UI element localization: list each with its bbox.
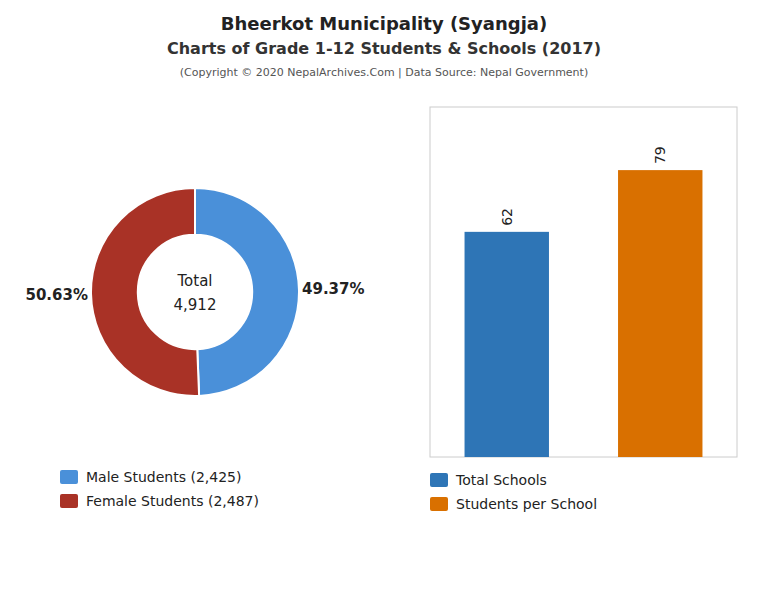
legend-swatch [430, 473, 448, 487]
figure: Bheerkot Municipality (Syangja) Charts of… [0, 0, 768, 597]
data-label: 79 [652, 146, 668, 164]
legend-label: Students per School [456, 496, 597, 512]
legend-label: Female Students (2,487) [86, 493, 259, 509]
title: Bheerkot Municipality (Syangja) [221, 13, 547, 34]
legend-label: Total Schools [455, 472, 547, 488]
center-value: 4,912 [174, 296, 217, 314]
legend-swatch [60, 470, 78, 484]
data-label: 50.63% [25, 286, 87, 304]
legend-swatch [430, 497, 448, 511]
center-label: Total [176, 272, 212, 290]
annotation: (Copyright © 2020 NepalArchives.Com | Da… [180, 66, 588, 79]
donut-slice [195, 188, 299, 396]
bar [465, 232, 549, 457]
plot-frame [430, 107, 737, 457]
donut [91, 188, 299, 396]
legend: Total Schools Students per School [430, 472, 597, 512]
subtitle: Charts of Grade 1-12 Students & Schools … [167, 39, 601, 58]
legend-swatch [60, 494, 78, 508]
data-label: 62 [499, 208, 515, 226]
bar [618, 170, 702, 457]
data-label: 49.37% [302, 280, 364, 298]
bars [465, 170, 703, 457]
legend: Male Students (2,425) Female Students (2,… [60, 469, 259, 509]
donut-slice [91, 188, 199, 396]
legend-label: Male Students (2,425) [86, 469, 241, 485]
